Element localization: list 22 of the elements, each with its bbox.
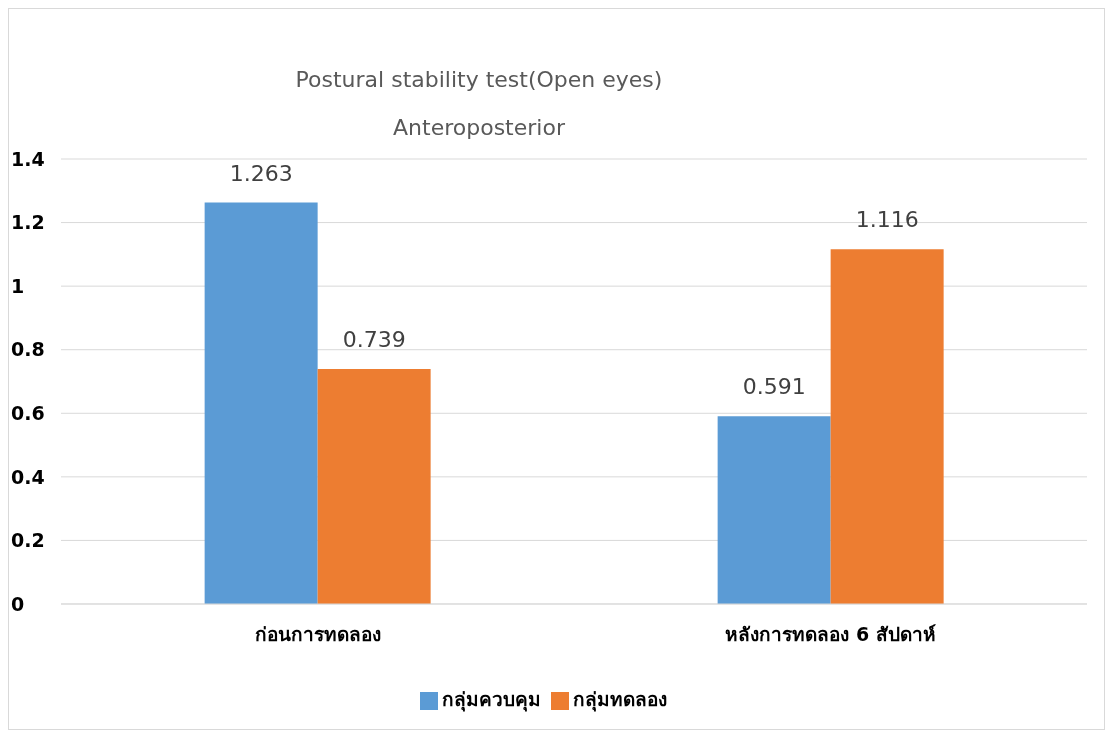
- bar: [717, 416, 831, 604]
- y-tick-label: 1.2: [11, 211, 45, 234]
- x-tick-label: หลังการทดลอง 6 สัปดาห์: [725, 623, 936, 646]
- bar: [317, 369, 431, 604]
- y-tick-label: 1: [11, 274, 25, 297]
- data-label: 0.739: [342, 327, 406, 353]
- y-tick-label: 0.2: [11, 529, 45, 552]
- legend-label: กลุ่มควบคุม: [441, 688, 541, 710]
- y-tick-label: 1.4: [11, 147, 45, 170]
- chart-subtitle: Anteroposterior: [392, 115, 566, 140]
- data-label: 1.116: [855, 207, 919, 233]
- chart-title: Postural stability test(Open eyes): [294, 67, 664, 92]
- bar: [204, 202, 318, 604]
- legend-label: กลุ่มทดลอง: [572, 688, 667, 710]
- y-tick-label: 0: [11, 592, 25, 615]
- data-label: 0.591: [742, 374, 806, 400]
- data-label: 1.263: [229, 160, 293, 186]
- y-tick-label: 0.6: [11, 402, 45, 425]
- y-tick-label: 0.4: [11, 465, 45, 488]
- y-tick-label: 0.8: [11, 338, 45, 361]
- x-tick-label: ก่อนการทดลอง: [254, 623, 381, 646]
- bar: [830, 249, 944, 604]
